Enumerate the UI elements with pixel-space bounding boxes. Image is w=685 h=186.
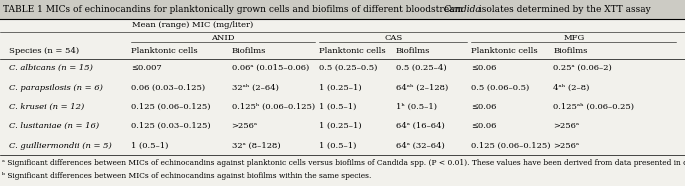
Text: 64ᵃ (32–64): 64ᵃ (32–64) [396, 142, 445, 150]
Text: 1 (0.5–1): 1 (0.5–1) [131, 142, 169, 150]
Text: ≤0.06: ≤0.06 [471, 103, 497, 111]
Text: Biofilms: Biofilms [396, 47, 430, 55]
Text: Planktonic cells: Planktonic cells [319, 47, 386, 55]
Text: 0.125ʰ (0.06–0.125): 0.125ʰ (0.06–0.125) [232, 103, 314, 111]
Text: Species (n = 54): Species (n = 54) [9, 47, 79, 55]
Text: isolates determined by the XTT assay: isolates determined by the XTT assay [476, 5, 651, 14]
Text: 64ᵃʰ (2–128): 64ᵃʰ (2–128) [396, 84, 448, 92]
Text: 1 (0.5–1): 1 (0.5–1) [319, 103, 357, 111]
Text: 4ᵃʰ (2–8): 4ᵃʰ (2–8) [553, 84, 590, 92]
Text: C. krusei (n = 12): C. krusei (n = 12) [9, 103, 84, 111]
Text: C. parapsilosis (n = 6): C. parapsilosis (n = 6) [9, 84, 103, 92]
Text: 0.125 (0.06–0.125): 0.125 (0.06–0.125) [131, 103, 210, 111]
Text: Candida: Candida [444, 5, 482, 14]
Text: 0.06 (0.03–0.125): 0.06 (0.03–0.125) [131, 84, 205, 92]
Text: Mean (range) MIC (mg/liter): Mean (range) MIC (mg/liter) [132, 21, 253, 29]
Text: Biofilms: Biofilms [232, 47, 266, 55]
Text: Biofilms: Biofilms [553, 47, 588, 55]
Text: ᵃ Significant differences between MICs of echinocandins against planktonic cells: ᵃ Significant differences between MICs o… [2, 159, 685, 167]
Text: 32ᵃʰ (2–64): 32ᵃʰ (2–64) [232, 84, 278, 92]
Text: >256ᵃ: >256ᵃ [553, 122, 580, 130]
Text: Planktonic cells: Planktonic cells [471, 47, 538, 55]
Text: 1 (0.5–1): 1 (0.5–1) [319, 142, 357, 150]
Text: 0.125ᵃʰ (0.06–0.25): 0.125ᵃʰ (0.06–0.25) [553, 103, 634, 111]
Text: 64ᵃ (16–64): 64ᵃ (16–64) [396, 122, 445, 130]
Text: TABLE 1 MICs of echinocandins for planktonically grown cells and biofilms of dif: TABLE 1 MICs of echinocandins for plankt… [3, 5, 466, 14]
Text: ≤0.06: ≤0.06 [471, 64, 497, 72]
Text: ≤0.06: ≤0.06 [471, 122, 497, 130]
Text: 32ᵃ (8–128): 32ᵃ (8–128) [232, 142, 280, 150]
Text: Planktonic cells: Planktonic cells [131, 47, 197, 55]
Text: 0.125 (0.06–0.125): 0.125 (0.06–0.125) [471, 142, 551, 150]
Text: C. albicans (n = 15): C. albicans (n = 15) [9, 64, 92, 72]
Text: 0.5 (0.25–0.5): 0.5 (0.25–0.5) [319, 64, 377, 72]
Text: C. lusitaniae (n = 16): C. lusitaniae (n = 16) [9, 122, 99, 130]
Text: 0.06ᵃ (0.015–0.06): 0.06ᵃ (0.015–0.06) [232, 64, 309, 72]
Text: 0.5 (0.06–0.5): 0.5 (0.06–0.5) [471, 84, 530, 92]
Text: C. guilliermondii (n = 5): C. guilliermondii (n = 5) [9, 142, 112, 150]
Text: MFG: MFG [563, 34, 584, 42]
Text: ≤0.007: ≤0.007 [131, 64, 162, 72]
Text: 0.5 (0.25–4): 0.5 (0.25–4) [396, 64, 447, 72]
Text: 1ʰ (0.5–1): 1ʰ (0.5–1) [396, 103, 437, 111]
Text: ᵇ Significant differences between MICs of echinocandins against biofilms within : ᵇ Significant differences between MICs o… [2, 172, 371, 180]
Text: ANID: ANID [211, 34, 235, 42]
Text: >256ᵃ: >256ᵃ [553, 142, 580, 150]
Text: 1 (0.25–1): 1 (0.25–1) [319, 122, 362, 130]
Text: 1 (0.25–1): 1 (0.25–1) [319, 84, 362, 92]
Text: 0.125 (0.03–0.125): 0.125 (0.03–0.125) [131, 122, 210, 130]
FancyBboxPatch shape [0, 0, 685, 19]
Text: 0.25ᵃ (0.06–2): 0.25ᵃ (0.06–2) [553, 64, 612, 72]
Text: >256ᵃ: >256ᵃ [232, 122, 258, 130]
Text: CAS: CAS [384, 34, 402, 42]
